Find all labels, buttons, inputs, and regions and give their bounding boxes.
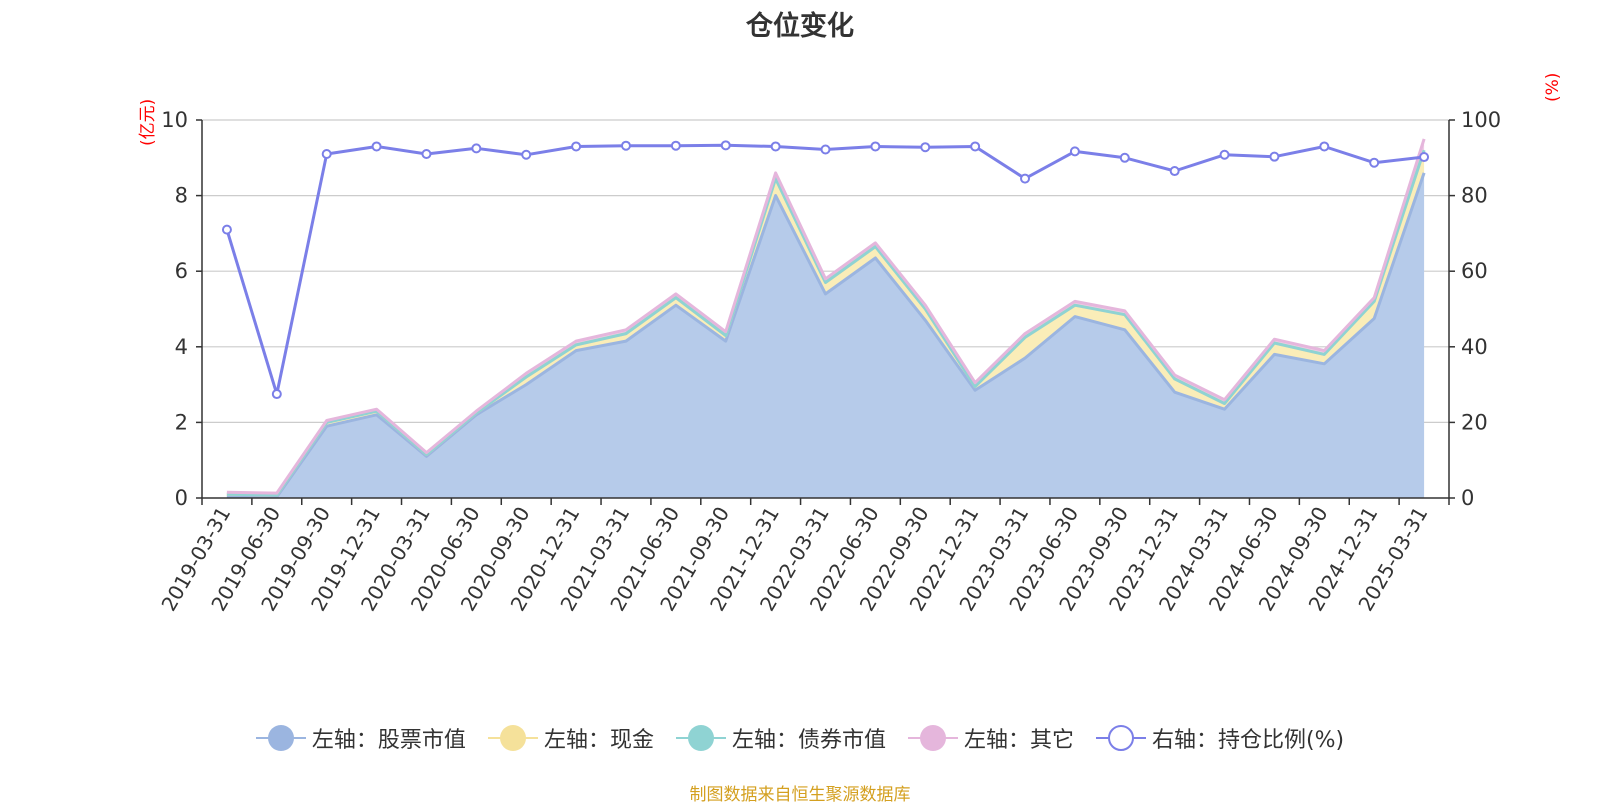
ratio-point: [571, 141, 582, 152]
right-tick-label: 40: [1461, 335, 1488, 359]
area-line-0: [226, 172, 1426, 499]
legend-item-bond[interactable]: 左轴：债券市值: [675, 722, 886, 754]
legend-label-stock: 左轴：股票市值: [311, 728, 466, 753]
area-series-0: [226, 172, 1425, 498]
ratio-point: [1369, 157, 1380, 168]
ratio-point: [1219, 149, 1230, 160]
ratio-point: [970, 141, 981, 152]
legend-label-cash: 左轴：现金: [543, 728, 654, 753]
ratio-point: [471, 143, 482, 154]
ratio-point: [1119, 152, 1130, 163]
legend-stock-icon: [255, 725, 306, 751]
ratio-point: [421, 149, 432, 160]
left-tick-label: 6: [175, 259, 188, 283]
legend-label-other: 左轴：其它: [963, 728, 1074, 753]
ratio-point: [371, 141, 382, 152]
left-tick-label: 10: [161, 108, 188, 132]
legend-item-stock[interactable]: 左轴：股票市值: [255, 722, 466, 754]
data-source-note: 制图数据来自恒生聚源数据库: [689, 785, 911, 805]
right-tick-label: 100: [1461, 108, 1501, 132]
left-tick-label: 4: [175, 335, 188, 359]
ratio-point: [1020, 173, 1031, 184]
ratio-point: [271, 389, 282, 400]
legend-item-ratio[interactable]: 右轴：持仓比例(%): [1095, 722, 1345, 754]
ratio-point: [670, 140, 681, 151]
ratio-point: [720, 140, 731, 151]
ratio-point: [620, 140, 631, 151]
right-tick-label: 60: [1461, 259, 1488, 283]
legend-other-icon: [907, 725, 958, 751]
legend-ratio-icon: [1095, 725, 1146, 751]
area-line-3: [226, 138, 1426, 495]
ratio-point: [870, 141, 881, 152]
left-tick-label: 2: [175, 410, 188, 434]
legend-item-cash[interactable]: 左轴：现金: [487, 722, 654, 754]
ratio-point: [1419, 152, 1430, 163]
legend-item-other[interactable]: 左轴：其它: [907, 722, 1074, 754]
ratio-point: [1169, 166, 1180, 177]
right-tick-label: 80: [1461, 184, 1488, 208]
right-tick-label: 0: [1461, 486, 1474, 510]
ratio-point: [1069, 146, 1080, 157]
chart-title: 仓位变化: [746, 11, 854, 42]
chart-area: 02468100204060801002019-03-312019-06-302…: [156, 108, 1501, 615]
ratio-point: [1319, 141, 1330, 152]
ratio-point: [920, 142, 931, 153]
legend-bond-icon: [675, 725, 726, 751]
legend-cash-icon: [487, 725, 538, 751]
ratio-point: [221, 224, 232, 235]
left-tick-label: 0: [175, 486, 188, 510]
right-tick-label: 20: [1461, 410, 1488, 434]
ratio-point: [1269, 151, 1280, 162]
ratio-point: [521, 149, 532, 160]
ratio-point: [820, 144, 831, 155]
legend: 左轴：股票市值 左轴：现金 左轴：债券市值 左轴：其它 右轴：持仓比例(%): [0, 722, 1600, 754]
area-line-2: [226, 149, 1426, 497]
left-tick-label: 8: [175, 184, 188, 208]
ratio-point: [321, 149, 332, 160]
ratio-point: [770, 141, 781, 152]
legend-label-ratio: 右轴：持仓比例(%): [1151, 728, 1345, 753]
legend-label-bond: 左轴：债券市值: [731, 728, 886, 753]
